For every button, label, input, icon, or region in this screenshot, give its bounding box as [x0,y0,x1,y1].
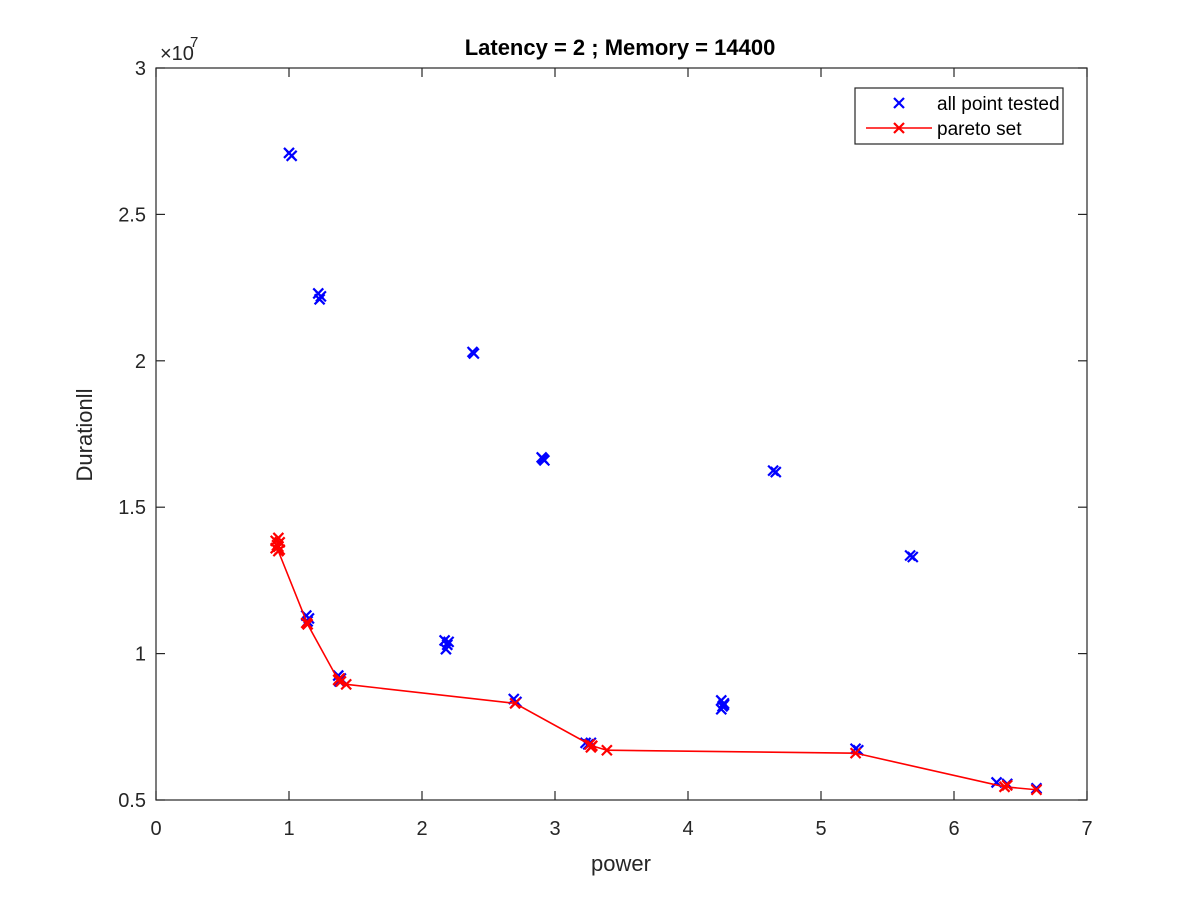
y-exponent-base: ×10 [160,43,194,65]
marker-stroke [440,643,452,655]
marker-stroke [585,741,597,754]
data-point [849,747,862,759]
data-point [537,453,549,465]
data-point [313,293,326,306]
legend-label: all point tested [937,94,1060,115]
data-point [1001,779,1013,792]
chart-title: Latency = 2 ; Memory = 14400 [465,35,776,60]
marker-stroke [1001,779,1013,792]
y-tick-label: 1 [135,644,146,666]
data-point [585,741,597,754]
y-tick-label: 1.5 [118,497,146,519]
pareto-line [277,550,1037,791]
y-tick-label: 2 [135,351,146,373]
x-tick-label: 2 [416,818,427,840]
marker-stroke [718,699,730,711]
marker-stroke [849,747,862,759]
marker-stroke [893,122,905,134]
x-tick-label: 1 [283,818,294,840]
data-point [440,643,452,655]
y-tick-label: 0.5 [118,790,146,812]
plot-area: 0 1 2 3 4 5 6 7 0.5 1 1.5 2 2.5 3 [118,58,1092,840]
data-point [718,699,730,711]
marker-stroke [583,738,596,751]
marker-stroke [340,678,352,691]
legend-label: pareto set [937,119,1022,140]
data-point [1030,783,1043,796]
marker-stroke [335,675,347,688]
y-exponent-power: 7 [190,34,198,51]
x-tick-label: 4 [682,818,693,840]
marker-stroke [285,150,298,162]
marker-stroke [537,453,549,465]
marker-stroke [438,634,451,647]
legend-item: pareto set [866,119,1022,140]
marker-stroke [315,290,327,303]
data-point [906,551,919,563]
x-tick-label: 0 [150,818,161,840]
data-point [468,347,480,360]
marker-stroke [990,776,1003,789]
marker-stroke [442,636,455,648]
legend-marker [893,97,905,109]
series-1 [269,532,1043,796]
marker-stroke [333,672,346,685]
marker-stroke [269,542,282,554]
marker-stroke [313,293,326,306]
x-tick-label: 3 [549,818,560,840]
x-axis-label: power [591,851,651,876]
data-point [583,738,596,751]
axes-box [155,67,1088,801]
marker-stroke [893,97,905,109]
marker-stroke [1030,783,1043,796]
marker-stroke [601,744,613,757]
x-tick-label: 5 [815,818,826,840]
data-point [285,150,298,162]
data-point [333,672,346,685]
y-axis-label: Durationll [72,389,97,482]
marker-stroke [770,466,782,478]
data-point [509,697,521,710]
marker-stroke [468,347,480,360]
x-tick-label: 6 [948,818,959,840]
data-point [335,675,347,688]
data-point [442,636,455,648]
data-point [315,290,327,303]
data-point [601,744,613,757]
legend-box [854,87,1064,145]
marker-stroke [300,617,313,629]
data-point [770,466,782,478]
marker-stroke [906,551,919,563]
legend-item: all point tested [893,94,1060,115]
marker-stroke [273,543,286,556]
x-tick-label: 7 [1081,818,1092,840]
data-point [300,617,313,629]
data-point [273,543,286,556]
marker-stroke [509,697,521,710]
y-axis-exponent: ×10 7 [160,34,198,65]
legend-marker [893,122,905,134]
y-tick-label: 2.5 [118,204,146,226]
legend: all point tested pareto set [854,87,1064,145]
y-tick-label: 3 [135,58,146,80]
